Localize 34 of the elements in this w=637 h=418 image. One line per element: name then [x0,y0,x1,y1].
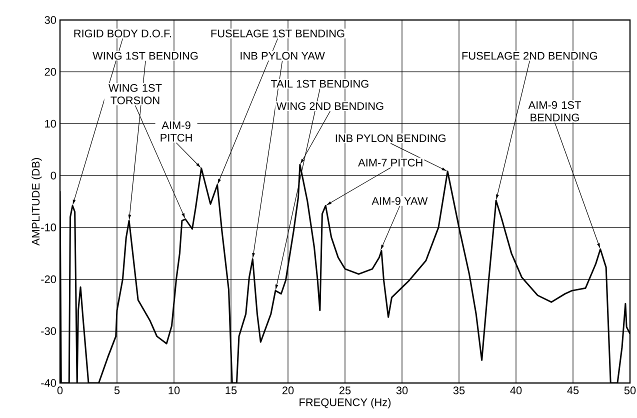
x-tick-label: 50 [624,386,636,394]
x-tick-label: 25 [339,386,351,394]
annotation: INB PYLON BENDING [336,134,446,142]
y-tick-label: -20 [41,275,56,284]
annotation: TAIL 1ST BENDING [270,80,368,88]
x-tick-label: 45 [567,386,579,394]
annotation: INB PYLON YAW [240,52,325,60]
x-tick-label: 0 [57,386,63,394]
y-tick-label: 0 [50,172,56,180]
x-tick-label: 5 [114,386,120,394]
y-tick-label: -40 [41,379,56,387]
x-tick-label: 10 [168,386,180,394]
x-tick-label: 30 [396,386,408,394]
y-tick-label: 20 [44,68,56,76]
y-tick-label: 30 [44,16,56,24]
annotation: AIM-9 PITCH [160,121,192,142]
y-axis-title: AMPLITUDE (DB) [32,158,42,246]
annotation: WING 1ST BENDING [92,52,198,60]
y-tick-label: 10 [45,120,56,128]
annotation: WING 1ST TORSION [108,84,162,104]
annotation: RIGID BODY D.O.F. [74,30,172,38]
x-tick-label: 35 [453,386,465,394]
x-tick-label: 20 [282,386,294,394]
x-axis-title: FREQUENCY (Hz) [300,398,391,408]
annotation: FUSELAGE 1ST BENDING [211,30,344,38]
annotation: AIM-9 1ST BENDING [528,101,581,122]
y-tick-label: -10 [41,224,56,232]
x-tick-label: 15 [226,386,237,394]
x-tick-label: 40 [510,386,522,394]
y-tick-label: -30 [41,327,56,336]
annotation: FUSELAGE 2ND BENDING [462,52,598,60]
annotation: AIM-9 YAW [372,197,428,205]
annotation: AIM-7 PITCH [358,158,422,166]
annotation: WING 2ND BENDING [276,102,384,110]
